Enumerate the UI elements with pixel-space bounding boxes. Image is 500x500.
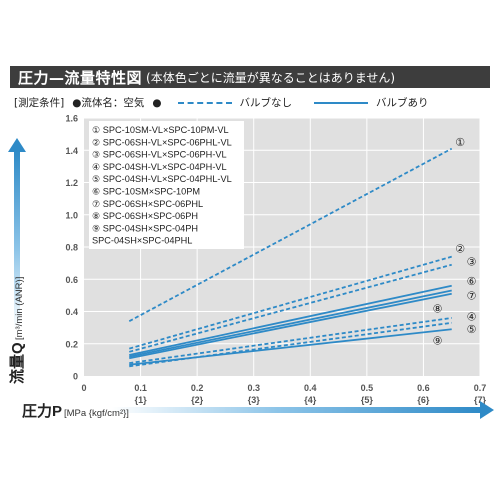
y-tick-label: 1.0 [65,210,78,220]
legend-item: ① SPC-10SM-VL×SPC-10PM-VL [92,125,229,135]
y-tick-label: 0 [73,372,78,382]
x-tick-labels: 0 0.1 {1} 0.2 {2} 0.3 {3} 0.4 {4} 0.5 {5} 0.6 {6} 0.7… [81,383,486,405]
series-line [129,263,452,353]
legend-item: ⑧ SPC-06SH×SPC-06PH [92,211,198,221]
series-label: ⑧ [433,303,443,315]
y-axis-unit: [m³/min (ANR)] [14,277,25,340]
x-tick-label: 0.6 [417,383,430,393]
series-line [129,328,452,366]
legend-bullet: ● [152,96,162,109]
legend-item: ③ SPC-06SH-VL×SPC-06PH-VL [92,150,227,160]
y-tick-labels: 0 0.2 0.4 0.6 0.8 1.0 1.2 1.4 1.6 [65,114,78,382]
legend-item: ⑤ SPC-04SH-VL×SPC-04PHL-VL [92,174,232,184]
series-label: ⑥ [467,276,477,288]
series-group [128,147,453,368]
x-tick-label-kgf: {5} [361,395,374,405]
series-line [129,292,452,360]
series-line [129,284,452,356]
x-axis-arrow-head [480,401,494,419]
legend-item: ④ SPC-04SH-VL×SPC-04PH-VL [92,162,227,172]
x-tick-label: 0.5 [361,383,374,393]
legend-solid-line [314,101,369,104]
x-tick-label: 0.3 [247,383,260,393]
chart-subtitle: (本体色ごとに流量が異なることはありません) [146,70,396,85]
series-label: ③ [467,257,477,269]
legend-with-valve-label: バルブあり [376,96,429,109]
y-tick-label: 0.4 [65,307,78,317]
y-tick-label: 1.2 [65,178,78,188]
series-label-group: ① ②③ ⑥ ⑦ ⑧ ④⑤ ⑨ [433,137,477,347]
x-tick-label: 0.7 [474,383,487,393]
legend-box: ① SPC-10SM-VL×SPC-10PM-VL ② SPC-06SH-VL×S… [89,121,244,249]
series-line [129,317,452,364]
series-line [129,255,452,350]
x-axis-arrow-bar [112,407,482,413]
x-tick-label: 0.2 [191,383,204,393]
x-axis-label: 圧力P [22,402,62,420]
y-axis-label: 流量Q [8,342,26,384]
x-axis-unit: [MPa {kgf/cm²}] [64,408,129,419]
legend-item: ⑥ SPC-10SM×SPC-10PM [92,187,200,197]
x-tick-label-kgf: {4} [304,395,317,405]
y-axis-arrow-bar [14,150,20,330]
title-bar: 圧力—流量特性図 (本体色ごとに流量が異なることはありません) [10,66,490,88]
series-label: ⑨ [433,336,443,348]
legend-item: ⑨ SPC-04SH×SPC-04PH [92,223,198,233]
x-tick-label-kgf: {7} [474,395,487,405]
legend-no-valve: ● バルブなし [152,95,300,110]
x-tick-label-kgf: {2} [191,395,204,405]
series-label: ④ [467,311,477,323]
y-tick-label: 1.6 [65,114,78,124]
conditions-row: [測定条件] ●流体名：空気 ● バルブなし バルブあり [14,94,494,110]
series-line [128,147,453,322]
legend-no-valve-label: バルブなし [239,96,293,109]
conditions-label: [測定条件] [14,96,65,109]
legend-dashed-line [177,101,232,104]
legend-item: SPC-04SH×SPC-04PHL [92,236,192,246]
x-tick-label: 0 [81,383,86,393]
legend-with-valve: バルブあり [306,95,437,110]
series-label: ② [455,244,465,256]
y-tick-label: 1.4 [65,146,78,156]
x-tick-label-kgf: {1} [135,395,148,405]
series-line [129,289,452,358]
y-tick-label: 0.8 [65,243,78,253]
fluid-label: ●流体名：空気 [72,96,145,109]
legend-item: ⑦ SPC-06SH×SPC-06PHL [92,199,203,209]
x-tick-label-kgf: {6} [417,395,430,405]
x-tick-label: 0.4 [304,383,317,393]
series-label: ⑦ [467,290,477,302]
legend-item: ② SPC-06SH-VL×SPC-06PHL-VL [92,137,232,147]
chart-title: 圧力—流量特性図 [18,68,143,87]
x-tick-label-kgf: {3} [248,395,261,405]
legend-background [89,121,244,249]
x-tick-label: 0.1 [134,383,147,393]
y-tick-label: 0.6 [65,275,78,285]
y-tick-label: 0.2 [65,339,78,349]
y-axis-arrow-head [8,138,26,152]
series-label: ⑤ [467,324,477,336]
series-label: ① [455,137,465,149]
